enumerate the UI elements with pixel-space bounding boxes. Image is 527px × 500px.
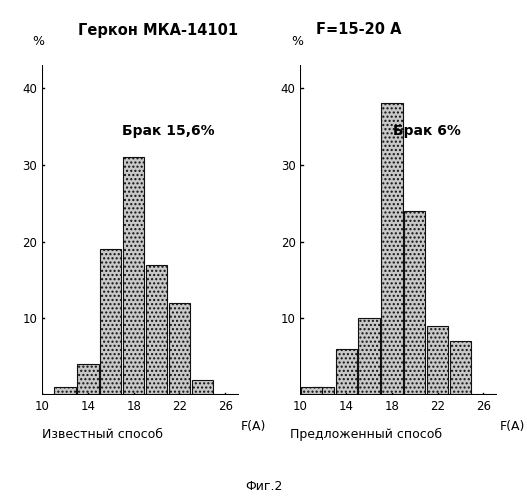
Bar [169, 303, 190, 395]
Bar [123, 157, 144, 395]
Bar [146, 264, 167, 395]
Text: %: % [291, 35, 303, 48]
Bar [301, 388, 323, 395]
Bar [336, 349, 357, 395]
Text: F(A): F(A) [500, 420, 525, 432]
Text: Известный способ: Известный способ [42, 428, 163, 440]
Bar [192, 380, 213, 395]
Text: F=15-20 А: F=15-20 А [316, 22, 401, 38]
Bar [450, 342, 471, 395]
Bar [382, 104, 403, 395]
Text: F(A): F(A) [241, 420, 267, 432]
Bar [100, 249, 121, 395]
Text: Брак 6%: Брак 6% [393, 124, 461, 138]
Bar [54, 388, 76, 395]
Text: Брак 15,6%: Брак 15,6% [122, 124, 214, 138]
Bar [313, 388, 334, 395]
Text: Фиг.2: Фиг.2 [245, 480, 282, 493]
Bar [358, 318, 379, 395]
Bar [77, 364, 99, 395]
Text: %: % [33, 35, 45, 48]
Text: Геркон МКА-14101: Геркон МКА-14101 [78, 22, 238, 38]
Bar [427, 326, 448, 395]
Text: Предложенный способ: Предложенный способ [290, 428, 442, 440]
Bar [404, 211, 425, 395]
